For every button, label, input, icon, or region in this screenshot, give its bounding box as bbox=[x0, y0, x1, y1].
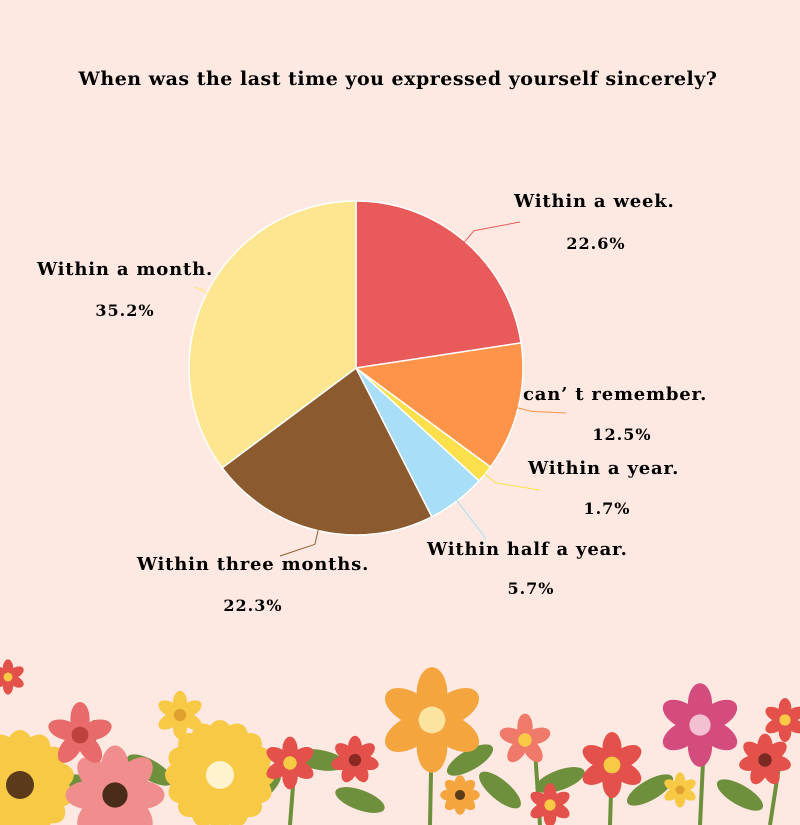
slice-value-3: 5.7% bbox=[507, 579, 554, 598]
red-rose-center bbox=[348, 753, 362, 767]
red-flower-small-center bbox=[283, 756, 297, 770]
red-flower-top-left-center bbox=[3, 672, 13, 682]
red-tulip-center bbox=[71, 726, 89, 744]
red-flower-edge-center bbox=[779, 714, 791, 726]
red-rose-right-center bbox=[758, 753, 772, 767]
leader-line-1 bbox=[516, 407, 567, 414]
leaf-6 bbox=[626, 774, 674, 806]
slice-value-2: 1.7% bbox=[583, 499, 630, 518]
orange-poppy-center bbox=[418, 706, 446, 734]
coral-flower-center bbox=[518, 733, 532, 747]
slice-label-4: Within three months. bbox=[136, 554, 369, 575]
yellow-bud-right-center bbox=[675, 785, 685, 795]
leaf-3 bbox=[335, 787, 385, 813]
slice-label-5: Within a month. bbox=[36, 259, 213, 280]
leader-line-3 bbox=[455, 498, 487, 540]
flower-decoration bbox=[0, 659, 800, 825]
orange-small-center bbox=[454, 789, 466, 801]
pink-flower-center bbox=[102, 782, 128, 808]
slice-label-2: Within a year. bbox=[527, 458, 679, 479]
yellow-bud-center bbox=[173, 708, 187, 722]
slice-value-5: 35.2% bbox=[95, 301, 154, 320]
leader-line-5 bbox=[193, 286, 209, 295]
leaf-5 bbox=[479, 771, 521, 809]
red-flower-bottom-center bbox=[544, 799, 556, 811]
slice-value-4: 22.3% bbox=[223, 596, 282, 615]
slice-label-0: Within a week. bbox=[513, 191, 675, 212]
chart-title: When was the last time you expressed you… bbox=[78, 68, 718, 90]
slice-value-1: 12.5% bbox=[592, 425, 651, 444]
slice-label-1: can’ t remember. bbox=[523, 384, 707, 405]
magenta-flower-center bbox=[689, 714, 711, 736]
pie-slices bbox=[188, 200, 524, 536]
slice-value-0: 22.6% bbox=[566, 234, 625, 253]
red-flower-right-center bbox=[603, 756, 621, 774]
leader-lines bbox=[193, 221, 567, 557]
yellow-daisy-center bbox=[206, 761, 234, 789]
leader-line-2 bbox=[483, 472, 541, 491]
slice-label-3: Within half a year. bbox=[426, 539, 628, 560]
leaf-7 bbox=[716, 779, 764, 811]
leader-line-0 bbox=[463, 221, 521, 244]
leader-line-4 bbox=[279, 528, 319, 557]
sunflower-left-center bbox=[6, 771, 34, 799]
slice-labels: Within a week. 22.6% can’ t remember. 12.5%… bbox=[36, 191, 707, 615]
leaf-4 bbox=[446, 744, 494, 776]
